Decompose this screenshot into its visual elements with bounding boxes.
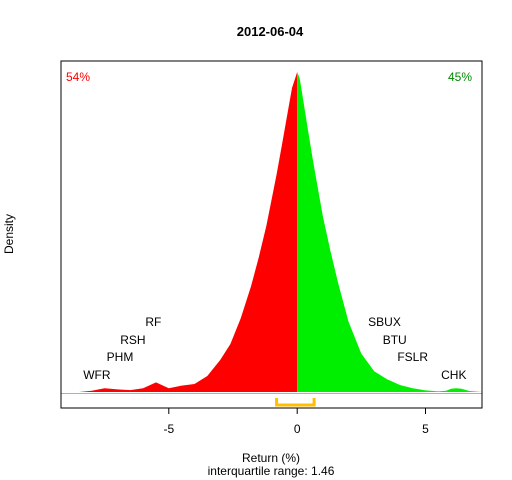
chart-subtitle: interquartile range: 1.46 [208, 464, 335, 478]
negative-density-area [61, 72, 298, 392]
ticker-label: SBUX [368, 315, 401, 329]
x-axis: -5 0 5 [163, 407, 429, 436]
ticker-label: WFR [83, 368, 111, 382]
x-tick-label: -5 [163, 422, 174, 436]
ticker-label: FSLR [397, 350, 428, 364]
density-areas [61, 72, 482, 392]
x-axis-label: Return (%) [242, 451, 300, 465]
ticker-label: BTU [383, 333, 407, 347]
x-tick-label: 0 [294, 422, 301, 436]
ticker-label: RF [145, 315, 161, 329]
x-tick-label: 5 [422, 422, 429, 436]
ticker-label: CHK [441, 368, 466, 382]
y-axis-label: Density [2, 214, 16, 254]
ticker-label: RSH [120, 333, 145, 347]
right-share-label: 45% [448, 70, 472, 84]
left-share-label: 54% [66, 70, 90, 84]
iqr-bracket-mark [275, 398, 316, 407]
iqr-bracket [275, 398, 316, 407]
ticker-label: PHM [107, 350, 134, 364]
positive-density-area [297, 72, 482, 392]
chart-title: 2012-06-04 [237, 24, 304, 39]
